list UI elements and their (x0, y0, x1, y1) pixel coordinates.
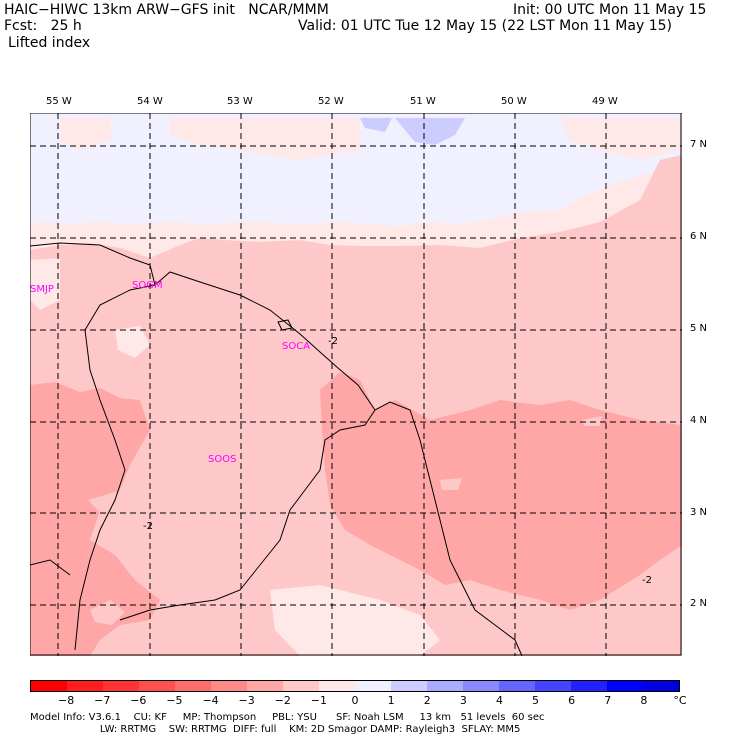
colorbar-tick-label: 2 (423, 694, 431, 707)
deep-pink-center (320, 372, 682, 610)
model-info-line1: Model Info: V3.6.1 CU: KF MP: Thompson P… (30, 712, 545, 723)
colorbar-tick-label: −4 (202, 694, 219, 707)
colorbar-swatch (139, 681, 175, 691)
colorbar-swatch (643, 681, 679, 691)
colorbar-unit: °C (673, 694, 687, 707)
light-patch-northwest (30, 258, 60, 310)
station-smjp: SMJP (30, 284, 54, 295)
map-frame (30, 113, 682, 656)
colorbar-swatch (535, 681, 571, 691)
lifted-index-map: SMJP SOGM SOCA SOOS -2 -2 -2 (30, 113, 682, 656)
lon-label-51w: 51 W (410, 96, 436, 107)
init-time: Init: 00 UTC Mon 11 May 15 (513, 2, 707, 18)
colorbar-swatch (391, 681, 427, 691)
model-info-line2: LW: RRTMG SW: RRTMG DIFF: full KM: 2D Sm… (30, 724, 521, 735)
lat-label-4n: 4 N (690, 415, 708, 426)
contour-label-north: -2 (328, 336, 338, 347)
forecast-hour: Fcst: 25 h (4, 18, 82, 34)
lon-label-53w: 53 W (227, 96, 253, 107)
colorbar-swatch (427, 681, 463, 691)
deep-pink-west (30, 382, 160, 656)
valid-time: Valid: 01 UTC Tue 12 May 15 (22 LST Mon … (298, 18, 672, 34)
lat-label-5n: 5 N (690, 323, 708, 334)
blue-patch-north-small (360, 118, 392, 132)
light-hole-west-1 (88, 492, 160, 530)
contour-label-east: -2 (642, 575, 652, 586)
colorbar-tick-label: −3 (238, 694, 255, 707)
lat-label-2n: 2 N (690, 598, 708, 609)
light-patch-sw (270, 585, 440, 656)
colorbar-tick-label: −2 (274, 694, 291, 707)
graticule (30, 113, 682, 656)
colorbar-swatch (67, 681, 103, 691)
colorbar-swatch (283, 681, 319, 691)
light-hole-center-2 (582, 416, 602, 426)
station-soos: SOOS (208, 454, 236, 465)
colorbar-swatch (463, 681, 499, 691)
lon-label-54w: 54 W (137, 96, 163, 107)
colorbar-swatch (319, 681, 355, 691)
lat-label-3n: 3 N (690, 507, 708, 518)
colorbar-tick-label: 5 (532, 694, 540, 707)
colorbar-tick-label: −6 (130, 694, 147, 707)
colorbar-swatch (211, 681, 247, 691)
lat-label-7n: 7 N (690, 139, 708, 150)
light-hole-west-2 (90, 600, 125, 625)
colorbar-swatch (31, 681, 67, 691)
pink-patch-north-center (170, 118, 360, 160)
colorbar (30, 680, 680, 692)
colorbar-tick-label: −5 (166, 694, 183, 707)
colorbar-swatch (103, 681, 139, 691)
colorbar-tick-label: −7 (94, 694, 111, 707)
colorbar-swatch (247, 681, 283, 691)
colorbar-tick-label: 6 (568, 694, 576, 707)
colorbar-swatch (571, 681, 607, 691)
lon-label-50w: 50 W (501, 96, 527, 107)
lat-label-6n: 6 N (690, 231, 708, 242)
colorbar-swatch (499, 681, 535, 691)
colorbar-tick-label: 4 (495, 694, 503, 707)
colorbar-swatch (355, 681, 391, 691)
colorbar-tick-label: −1 (310, 694, 327, 707)
station-sogm: SOGM (132, 280, 163, 291)
lon-label-55w: 55 W (46, 96, 72, 107)
field-name: Lifted index (8, 35, 91, 51)
lon-label-52w: 52 W (318, 96, 344, 107)
colorbar-tick-label: 1 (387, 694, 395, 707)
pink-patch-east-north (560, 118, 682, 160)
colorbar-tick-label: 3 (459, 694, 467, 707)
station-soca: SOCA (282, 341, 310, 352)
coastlines-borders (30, 242, 523, 656)
contour-label-west: -2 (143, 521, 153, 532)
colorbar-tick-label: 8 (640, 694, 648, 707)
colorbar-swatch (175, 681, 211, 691)
light-patch-west (115, 326, 150, 358)
blue-patch-north (395, 118, 465, 145)
colorbar-tick-label: 0 (351, 694, 359, 707)
colorbar-tick-label: −8 (58, 694, 75, 707)
lon-label-49w: 49 W (592, 96, 618, 107)
colorbar-tick-label: 7 (604, 694, 612, 707)
light-hole-center-1 (440, 478, 462, 490)
pink-patch-north (60, 118, 112, 150)
colorbar-swatch (607, 681, 643, 691)
model-title: HAIC−HIWC 13km ARW−GFS init NCAR/MMM (4, 2, 329, 18)
